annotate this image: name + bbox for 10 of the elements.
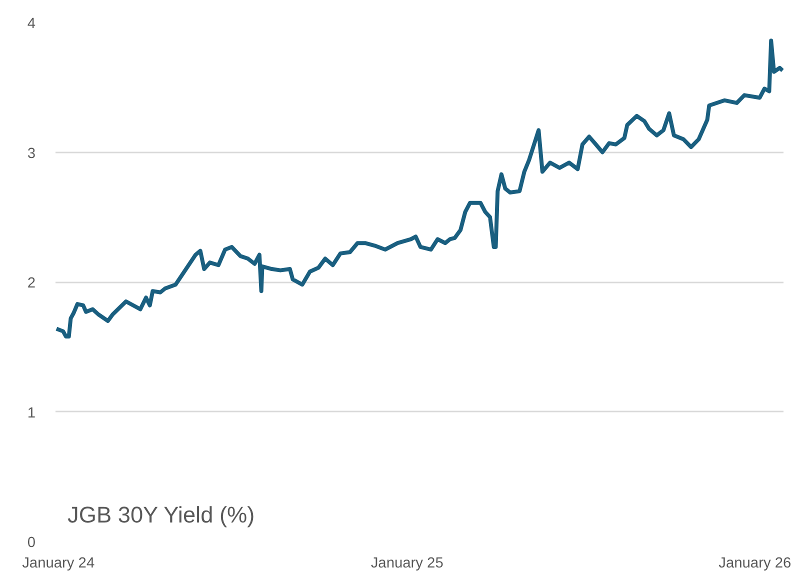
x-tick-label: January 25 [370, 556, 444, 572]
y-tick-label: 0 [27, 535, 36, 551]
y-tick-label: 1 [27, 405, 36, 422]
text: JGB 30Y Yield (%) [68, 502, 255, 528]
y-tick-label: 4 [27, 16, 36, 32]
y-tick-label: 3 [27, 146, 36, 162]
x-tick-label: January 24 [22, 556, 95, 572]
y-tick-label: 2 [27, 276, 36, 292]
line-series [56, 38, 784, 338]
x-tick-label: January 26 [718, 556, 792, 572]
